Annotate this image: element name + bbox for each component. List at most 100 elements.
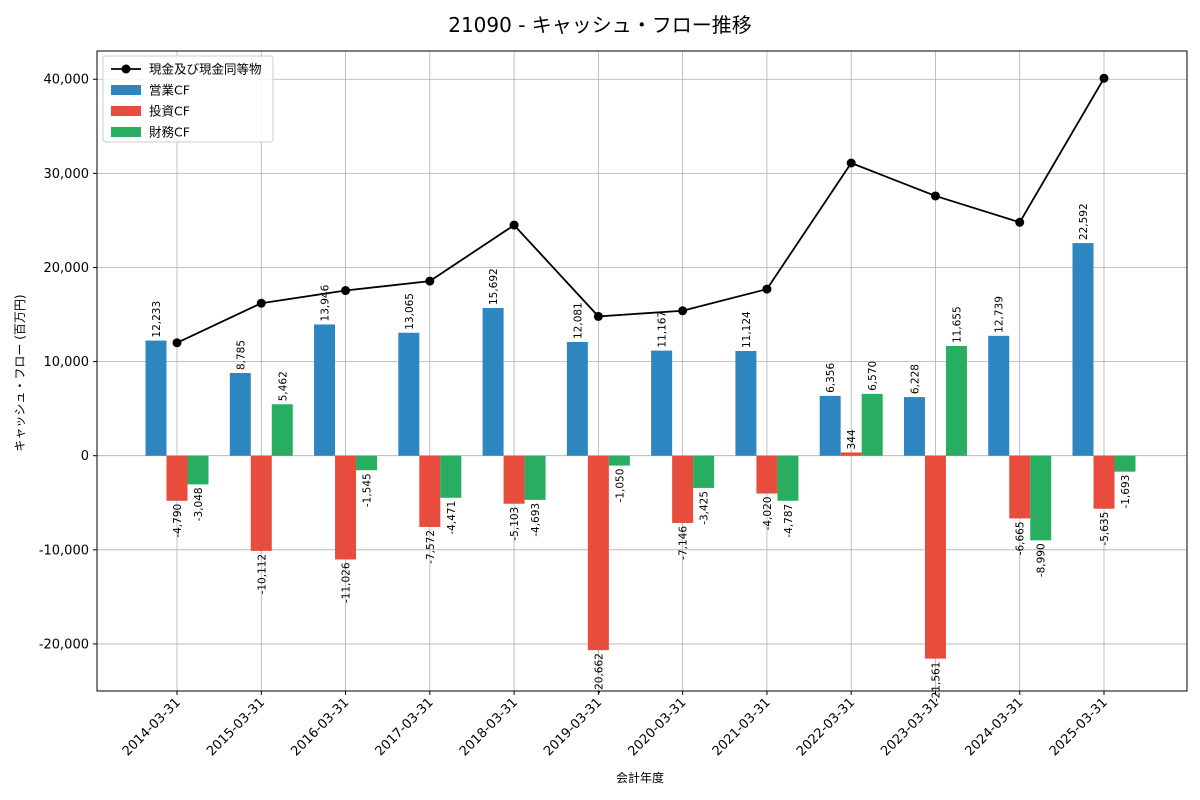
cash-point — [1099, 73, 1109, 83]
bar — [608, 455, 630, 466]
bar — [440, 455, 462, 498]
data-label: 5,462 — [277, 371, 289, 401]
x-tick-label: 2022-03-31 — [794, 695, 858, 759]
cash-point — [762, 284, 772, 294]
legend-label: 財務CF — [149, 125, 190, 140]
bar — [924, 455, 946, 659]
grid-lines — [97, 51, 1187, 691]
x-tick-label: 2025-03-31 — [1047, 695, 1111, 759]
bar — [229, 373, 251, 456]
y-tick-label: -10,000 — [39, 543, 89, 558]
x-tick-label: 2017-03-31 — [373, 695, 437, 759]
chart-title: 21090 - キャッシュ・フロー推移 — [448, 13, 752, 37]
cash-point — [678, 306, 688, 316]
cash-point — [256, 298, 266, 308]
x-tick-label: 2015-03-31 — [204, 695, 268, 759]
cash-point — [593, 311, 603, 321]
bar — [819, 395, 841, 456]
bar — [566, 342, 588, 456]
bar — [398, 332, 420, 456]
y-tick-label: -20,000 — [39, 637, 89, 652]
data-label: 11,655 — [951, 306, 963, 343]
bar — [693, 455, 715, 488]
bar — [187, 455, 209, 485]
y-tick-label: 0 — [81, 449, 89, 464]
bar — [271, 404, 293, 456]
bar — [1030, 455, 1052, 541]
data-label: -8,990 — [1036, 543, 1048, 577]
legend-marker — [121, 64, 131, 74]
legend-label: 営業CF — [149, 83, 190, 98]
legend-box — [102, 55, 274, 143]
bar — [314, 324, 336, 456]
bar — [945, 346, 967, 456]
data-label: -7,146 — [678, 526, 690, 560]
legend-label: 投資CF — [149, 104, 190, 119]
bar — [735, 351, 757, 456]
bar — [861, 393, 883, 456]
data-label: -4,020 — [762, 497, 774, 531]
bar — [524, 455, 546, 500]
bar — [250, 455, 272, 551]
bar-series — [145, 243, 1136, 659]
data-label: 12,233 — [151, 301, 163, 338]
data-label: -4,693 — [530, 503, 542, 537]
data-label: -4,787 — [783, 504, 795, 538]
bar — [777, 455, 799, 501]
data-label: 11,167 — [657, 311, 669, 348]
y-tick-label: 20,000 — [44, 261, 90, 276]
data-label: 11,124 — [741, 311, 753, 348]
bar — [1072, 243, 1094, 456]
cash-point — [172, 338, 182, 348]
x-tick-label: 2016-03-31 — [288, 695, 352, 759]
axes: -20,000 -10,000 0 10,000 20,000 30,000 40,000 2… — [39, 50, 1188, 759]
cash-point — [509, 220, 519, 230]
legend-bar-swatch — [111, 85, 141, 95]
bar — [988, 335, 1010, 456]
cash-point — [846, 158, 856, 168]
data-label: -3,048 — [193, 487, 205, 521]
cash-point — [425, 276, 435, 286]
data-label: 6,228 — [909, 364, 921, 394]
x-tick-label: 2014-03-31 — [120, 695, 184, 759]
data-label: -4,790 — [172, 504, 184, 538]
cash-point — [341, 286, 351, 296]
x-tick-label: 2023-03-31 — [878, 695, 942, 759]
bar — [672, 455, 694, 523]
bar — [1009, 455, 1031, 519]
plot-frame — [96, 50, 1188, 692]
data-label: -21,561 — [930, 662, 942, 703]
bar — [1114, 455, 1136, 472]
data-label: 344 — [846, 429, 858, 449]
data-label: 6,570 — [867, 361, 879, 391]
bar — [166, 455, 188, 501]
data-label: 22,592 — [1078, 203, 1090, 240]
y-tick-label: 40,000 — [44, 73, 90, 88]
data-label: -5,103 — [509, 507, 521, 541]
data-label: 13,065 — [404, 293, 416, 330]
bar — [587, 455, 609, 651]
data-label: -20,662 — [593, 653, 605, 694]
bar — [840, 452, 862, 456]
cash-point — [930, 191, 940, 201]
x-tick-label: 2018-03-31 — [457, 695, 521, 759]
data-label: -1,545 — [362, 473, 374, 507]
x-axis-label: 会計年度 — [616, 770, 664, 785]
bar — [503, 455, 525, 504]
line-series — [172, 73, 1109, 348]
data-label: -7,572 — [425, 530, 437, 564]
data-label: 13,946 — [320, 284, 332, 321]
data-label: -1,050 — [614, 469, 626, 503]
data-label: 6,356 — [825, 363, 837, 393]
x-tick-label: 2020-03-31 — [625, 695, 689, 759]
data-label: -11,026 — [341, 562, 353, 603]
data-label: -5,635 — [1099, 512, 1111, 546]
data-label: -6,665 — [1015, 521, 1027, 555]
y-axis-label: キャッシュ・フロー (百万円) — [13, 294, 27, 451]
bar — [1093, 455, 1115, 509]
legend-bar-swatch — [111, 127, 141, 137]
data-label: 12,739 — [994, 296, 1006, 333]
bar — [651, 350, 673, 456]
